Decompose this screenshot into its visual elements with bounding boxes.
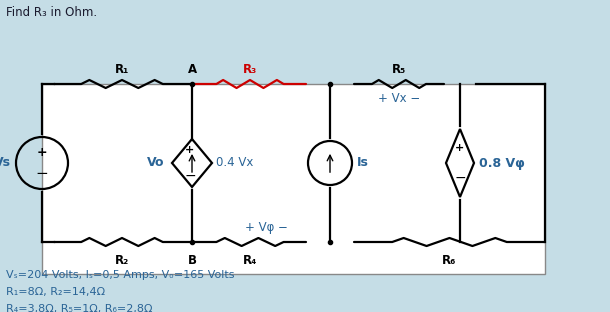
Text: 0.4 Vx: 0.4 Vx [216,157,253,169]
Text: A: A [187,63,196,76]
Text: + Vφ −: + Vφ − [245,221,287,234]
Text: + Vx −: + Vx − [378,92,420,105]
Text: R₆: R₆ [442,254,457,267]
Text: Vs: Vs [0,157,11,169]
Text: +: + [37,146,48,158]
Text: 0.8 Vφ: 0.8 Vφ [479,157,525,169]
Text: B: B [187,254,196,267]
Text: −: − [454,171,466,185]
Text: Find R₃ in Ohm.: Find R₃ in Ohm. [6,6,97,19]
Text: R₅: R₅ [392,63,406,76]
Text: R₄=3,8Ω, R₅=1Ω, R₆=2,8Ω: R₄=3,8Ω, R₅=1Ω, R₆=2,8Ω [6,304,152,312]
Text: Vₛ=204 Volts, Iₛ=0,5 Amps, Vₒ=165 Volts: Vₛ=204 Volts, Iₛ=0,5 Amps, Vₒ=165 Volts [6,270,234,280]
Text: R₁=8Ω, R₂=14,4Ω: R₁=8Ω, R₂=14,4Ω [6,287,105,297]
Text: −: − [35,166,48,181]
FancyBboxPatch shape [42,84,545,274]
Text: R₂: R₂ [115,254,129,267]
Text: −: − [184,169,196,183]
Text: Vo: Vo [146,157,164,169]
Text: R₃: R₃ [243,63,257,76]
Text: +: + [456,143,465,153]
Text: +: + [185,145,195,155]
Text: R₄: R₄ [243,254,257,267]
Text: R₁: R₁ [115,63,129,76]
Text: Is: Is [357,157,369,169]
